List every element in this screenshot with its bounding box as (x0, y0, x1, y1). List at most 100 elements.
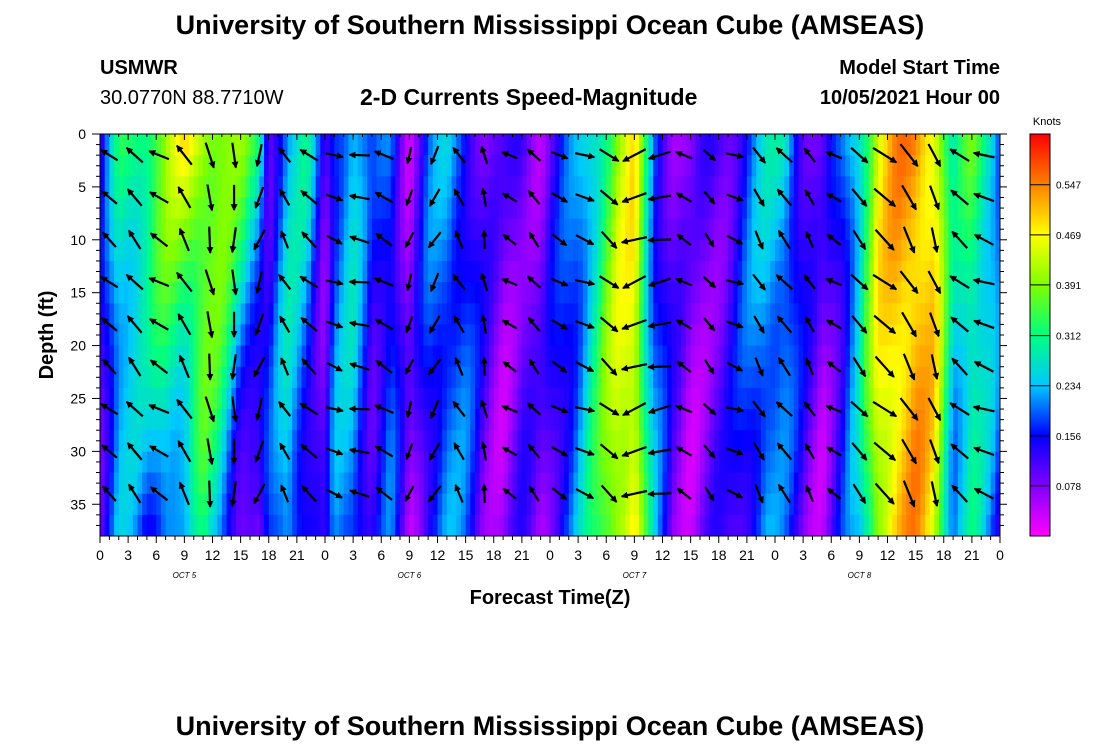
heatmap-cell (831, 282, 837, 304)
heatmap-cell (845, 493, 851, 516)
heatmap-cell (718, 493, 725, 516)
heatmap-cell (939, 282, 945, 304)
heatmap-cell (835, 303, 842, 326)
current-vector (725, 406, 745, 414)
heatmap-cell (259, 472, 265, 495)
heatmap-cell (503, 197, 509, 220)
heatmap-cell (329, 430, 335, 452)
current-vector (176, 398, 193, 420)
current-vector (349, 235, 370, 244)
heatmap-cell (592, 451, 598, 474)
heatmap-cell (498, 134, 504, 156)
current-vector (825, 446, 842, 457)
heatmap-cell (742, 324, 748, 347)
heatmap-cell (760, 472, 767, 495)
current-vector (100, 402, 119, 416)
heatmap-cell (512, 366, 518, 389)
heatmap-cell (662, 451, 668, 474)
current-vector (902, 480, 916, 508)
heatmap-cell (156, 514, 162, 536)
heatmap-cell (193, 324, 200, 347)
heatmap-cell (198, 514, 204, 536)
heatmap-cell (714, 472, 720, 495)
heatmap-cell (793, 472, 800, 495)
heatmap-cell (151, 430, 157, 452)
heatmap-cell (240, 134, 246, 156)
heatmap-cell (634, 155, 640, 177)
heatmap-cell (235, 155, 242, 177)
current-vector (675, 150, 693, 160)
heatmap-cell (221, 218, 228, 241)
heatmap-cell (639, 366, 645, 389)
heatmap-cell (756, 134, 762, 156)
heatmap-cell (418, 134, 425, 156)
heatmap-cell (301, 324, 307, 347)
heatmap-cell (367, 134, 373, 156)
current-vector (872, 273, 898, 291)
heatmap-cell (193, 197, 200, 220)
heatmap-cell (334, 493, 340, 516)
heatmap-cell (990, 239, 996, 262)
current-vector (647, 150, 671, 161)
heatmap-cell (118, 218, 125, 241)
heatmap-cell (620, 176, 626, 199)
heatmap-cell (976, 514, 982, 536)
heatmap-cell (882, 472, 889, 495)
heatmap-cell (357, 218, 364, 241)
heatmap-cell (362, 451, 368, 474)
heatmap-cell (132, 197, 139, 220)
heatmap-cell (728, 134, 734, 156)
heatmap-cell (456, 472, 462, 495)
heatmap-cell (742, 218, 748, 241)
heatmap-cell (770, 366, 776, 389)
heatmap-cell (892, 345, 898, 368)
heatmap-cell (896, 430, 903, 452)
heatmap-cell (535, 239, 542, 262)
heatmap-cell (873, 451, 879, 474)
x-tick-label: 18 (486, 547, 502, 563)
heatmap-cell (948, 451, 954, 474)
heatmap-cell (559, 430, 565, 452)
heatmap-cell (789, 218, 795, 241)
current-vector (480, 314, 488, 334)
current-vector (280, 484, 290, 503)
heatmap-cell (732, 451, 739, 474)
heatmap-cell (118, 345, 125, 368)
heatmap-cell (596, 239, 603, 262)
heatmap-cell (437, 472, 443, 495)
heatmap-cell (728, 260, 734, 283)
heatmap-cell (878, 197, 884, 220)
heatmap-cell (395, 134, 401, 156)
heatmap-cell (390, 176, 396, 199)
heatmap-cell (554, 303, 560, 326)
heatmap-cell (714, 514, 720, 536)
current-vector (874, 355, 895, 378)
heatmap-cell (967, 430, 973, 452)
heatmap-cell (498, 472, 504, 495)
heatmap-cell (859, 387, 865, 410)
heatmap-cell (896, 514, 903, 536)
heatmap-cell (582, 387, 589, 410)
heatmap-cell (559, 155, 565, 177)
heatmap-cell (310, 218, 317, 241)
heatmap-cell (198, 155, 204, 177)
heatmap-cell (667, 430, 673, 452)
heatmap-cell (357, 472, 364, 495)
heatmap-cell (882, 303, 889, 326)
current-vector (647, 194, 672, 202)
heatmap-cell (892, 324, 898, 347)
heatmap-cell (882, 345, 889, 368)
heatmap-cell (840, 472, 846, 495)
heatmap-cell (737, 134, 743, 156)
heatmap-cell (596, 345, 603, 368)
heatmap-cell (226, 345, 232, 368)
current-vector (526, 402, 542, 416)
heatmap-cell (306, 366, 312, 389)
heatmap-cell (165, 282, 171, 304)
current-vector (929, 439, 940, 465)
heatmap-cell (929, 451, 935, 474)
heatmap-cell (273, 324, 279, 347)
heatmap-cell (742, 493, 748, 516)
heatmap-cell (859, 218, 865, 241)
heatmap-cell (306, 239, 312, 262)
